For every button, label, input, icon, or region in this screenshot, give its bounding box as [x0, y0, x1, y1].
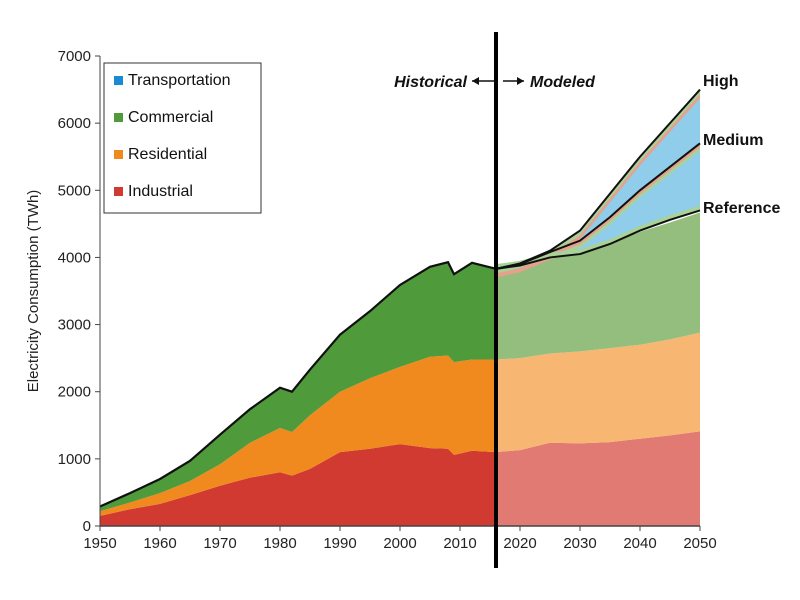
- y-tick-label: 0: [83, 518, 91, 535]
- left-arrow-icon: [472, 77, 494, 85]
- x-tick-label: 2020: [503, 535, 536, 552]
- y-axis-label: Electricity Consumption (TWh): [25, 190, 42, 393]
- y-tick-label: 3000: [58, 317, 91, 334]
- area-industrial-historical: [100, 444, 496, 526]
- legend-swatch-transportation: [114, 76, 123, 85]
- scenario-label-reference: Reference: [703, 200, 780, 217]
- legend-label-residential: Residential: [128, 146, 207, 163]
- x-tick-label: 1950: [83, 535, 116, 552]
- x-tick-label: 2050: [683, 535, 716, 552]
- y-tick-label: 5000: [58, 182, 91, 199]
- y-tick-label: 6000: [58, 115, 91, 132]
- area-residential-modeled: [496, 332, 700, 453]
- y-ticks: 0 1000 2000 3000 4000 5000 6000 7000: [58, 48, 100, 535]
- legend-box: [103, 62, 262, 214]
- area-industrial-modeled: [496, 431, 700, 526]
- scenario-band-reference: [496, 205, 700, 269]
- x-tick-label: 1960: [143, 535, 176, 552]
- x-tick-label: 1990: [323, 535, 356, 552]
- scenario-label-medium: Medium: [703, 132, 763, 149]
- historical-label: Historical: [394, 74, 467, 91]
- y-tick-label: 4000: [58, 249, 91, 266]
- x-ticks: 1950 1960 1970 1980 1990 2000 2010 2020 2030 2040…: [83, 526, 717, 552]
- x-tick-label: 2030: [563, 535, 596, 552]
- area-residential-historical: [100, 355, 496, 516]
- legend-label-transportation: Transportation: [128, 72, 231, 89]
- scenario-line-high: [495, 88, 701, 270]
- x-tick-label: 2000: [383, 535, 416, 552]
- legend-swatch-residential: [114, 150, 123, 159]
- modeled-label: Modeled: [530, 74, 596, 91]
- x-tick-label: 1980: [263, 535, 296, 552]
- legend-swatch-commercial: [114, 113, 123, 122]
- scenario-line-reference: [495, 209, 701, 270]
- legend-label-commercial: Commercial: [128, 109, 213, 126]
- scenario-label-high: High: [703, 73, 739, 90]
- y-tick-label: 2000: [58, 384, 91, 401]
- plot-area: [99, 88, 701, 526]
- x-tick-label: 1970: [203, 535, 236, 552]
- legend-label-industrial: Industrial: [128, 183, 193, 200]
- legend: Transportation Commercial Residential Indus…: [103, 62, 262, 214]
- x-tick-label: 2040: [623, 535, 656, 552]
- legend-swatch-industrial: [114, 187, 123, 196]
- y-tick-label: 7000: [58, 48, 91, 65]
- area-commercial-modeled: [496, 212, 700, 360]
- right-arrow-icon: [503, 77, 524, 85]
- area-commercial-historical: [100, 262, 496, 512]
- historical-total-line: [99, 260, 497, 508]
- scenario-labels: Reference Medium High: [703, 73, 780, 217]
- y-tick-label: 1000: [58, 451, 91, 468]
- x-tick-label: 2010: [443, 535, 476, 552]
